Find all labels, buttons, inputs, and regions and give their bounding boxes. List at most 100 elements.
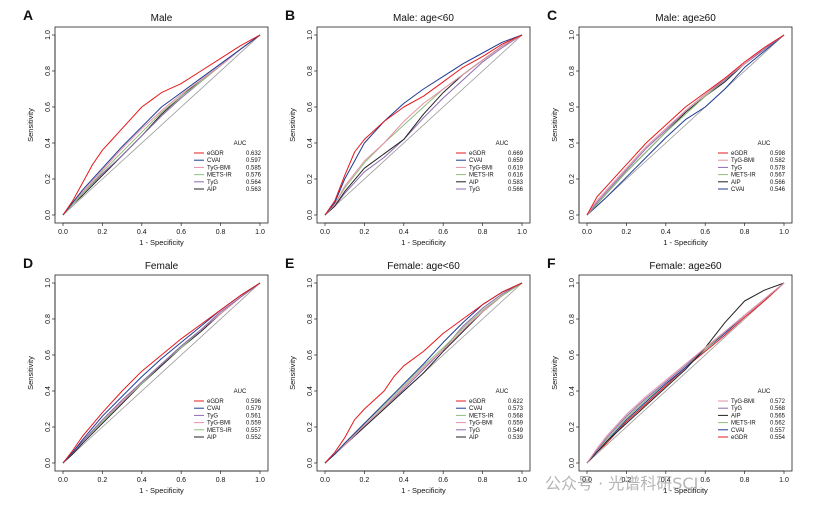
x-tick-label: 0.2 [98,229,108,236]
panel-letter: C [547,7,557,23]
x-tick-label: 0.4 [661,477,671,484]
x-tick-label: 0.0 [582,229,592,236]
legend-series-name: TyG-BMI [731,399,755,405]
y-tick-label: 0.6 [307,102,314,112]
legend-series-name: eGDR [207,151,224,157]
y-axis-label: Sensitivity [288,356,297,390]
legend-auc-value: 0.567 [770,173,786,179]
y-tick-label: 0.6 [45,102,52,112]
legend-series-name: TyG [731,165,742,171]
legend-series-name: eGDR [469,399,486,405]
roc-curve-tyg-bmi [324,34,523,216]
x-tick-label: 0.6 [700,477,710,484]
legend-series-name: CVAI [469,158,483,164]
legend-auc-value: 0.557 [246,428,262,434]
y-tick-label: 0.4 [569,138,576,148]
roc-panel-a: A Male 0.0 0.2 0.4 0.6 0.8 1.0 1 - Specificity 0.… [23,7,269,247]
panel-title: Female: age≥60 [649,261,722,272]
roc-curve-tyg-bmi [586,34,785,216]
watermark-text: 公众号 · 光谱科研SCI [545,474,699,493]
y-tick-label: 0.2 [307,422,314,432]
y-tick-label: 1.0 [45,278,52,288]
x-axis-label: 1 - Specificity [401,238,446,247]
y-tick-label: 0.0 [569,458,576,468]
y-tick-label: 0.4 [307,138,314,148]
legend-series-name: TyG [469,428,480,434]
roc-panel-f: F Female: age≥60 0.0 0.2 0.4 0.6 0.8 1.0 1 - Spe… [547,255,793,495]
legend-series-name: METS-IR [469,173,494,179]
legend-auc-value: 0.564 [246,180,262,186]
y-tick-label: 0.4 [307,386,314,396]
legend-series-name: AIP [731,413,741,419]
legend-auc-value: 0.598 [770,151,786,157]
legend-series-name: eGDR [731,435,748,441]
y-axis-label: Sensitivity [288,108,297,142]
y-tick-label: 0.2 [569,422,576,432]
reference-diagonal [586,34,785,216]
roc-curve-cvai [62,34,261,216]
legend-auc-value: 0.616 [508,173,524,179]
legend-title: AUC [758,141,771,147]
roc-curve-tyg-bmi [586,282,785,464]
y-axis-label: Sensitivity [550,108,559,142]
y-tick-label: 0.8 [569,66,576,76]
legend-series-name: TyG [207,180,218,186]
legend-series-name: AIP [469,435,479,441]
roc-curve-egdr [324,282,523,464]
legend-series-name: AIP [207,435,217,441]
legend-series-name: METS-IR [207,173,232,179]
legend-series-name: CVAI [207,158,221,164]
legend-auc-value: 0.669 [508,151,524,157]
panel-title: Male: age<60 [393,13,454,24]
legend-auc-value: 0.539 [508,435,524,441]
legend-title: AUC [758,389,771,395]
legend-series-name: TyG [207,413,218,419]
x-tick-label: 1.0 [255,477,265,484]
panel-title: Female: age<60 [387,261,460,272]
y-tick-label: 0.4 [569,386,576,396]
roc-curve-tyg [62,282,261,464]
y-tick-label: 0.0 [45,458,52,468]
legend-auc-value: 0.596 [246,399,262,405]
roc-curve-tyg [324,34,523,216]
x-tick-label: 0.2 [622,477,632,484]
legend-series-name: CVAI [469,406,483,412]
y-tick-label: 0.6 [569,350,576,360]
legend-auc-value: 0.573 [508,406,524,412]
legend-auc-value: 0.576 [246,173,262,179]
legend-series-name: METS-IR [207,428,232,434]
x-tick-label: 1.0 [517,477,527,484]
legend-series-name: TyG-BMI [469,421,493,427]
y-tick-label: 0.6 [569,102,576,112]
legend-title: AUC [234,141,247,147]
x-tick-label: 1.0 [255,229,265,236]
legend-series-name: TyG-BMI [469,165,493,171]
auc-legend: AUC eGDR 0.622 CVAI 0.573 METS-IR 0.568 TyG-BMI… [456,389,524,441]
x-axis-label: 1 - Specificity [401,486,446,495]
legend-series-name: TyG-BMI [207,421,231,427]
legend-auc-value: 0.582 [770,158,786,164]
panel-letter: A [23,7,33,23]
legend-auc-value: 0.585 [246,165,262,171]
legend-series-name: AIP [207,187,217,193]
legend-auc-value: 0.566 [508,187,524,193]
y-axis-label: Sensitivity [550,356,559,390]
roc-panel-e: E Female: age<60 0.0 0.2 0.4 0.6 0.8 1.0 1 - Spe… [285,255,531,495]
x-tick-label: 0.4 [137,229,147,236]
y-tick-label: 0.0 [45,210,52,220]
x-tick-label: 0.6 [438,477,448,484]
legend-auc-value: 0.566 [770,180,786,186]
y-tick-label: 1.0 [569,30,576,40]
legend-auc-value: 0.549 [508,428,524,434]
reference-diagonal [324,34,523,216]
panel-title: Female [145,261,179,272]
legend-auc-value: 0.622 [508,399,524,405]
x-tick-label: 1.0 [779,477,789,484]
legend-series-name: CVAI [731,428,745,434]
legend-auc-value: 0.578 [770,165,786,171]
x-tick-label: 0.4 [399,477,409,484]
legend-auc-value: 0.552 [246,435,262,441]
x-tick-label: 1.0 [779,229,789,236]
auc-legend: AUC eGDR 0.598 TyG-BMI 0.582 TyG 0.578 METS-IR 0… [718,141,786,193]
